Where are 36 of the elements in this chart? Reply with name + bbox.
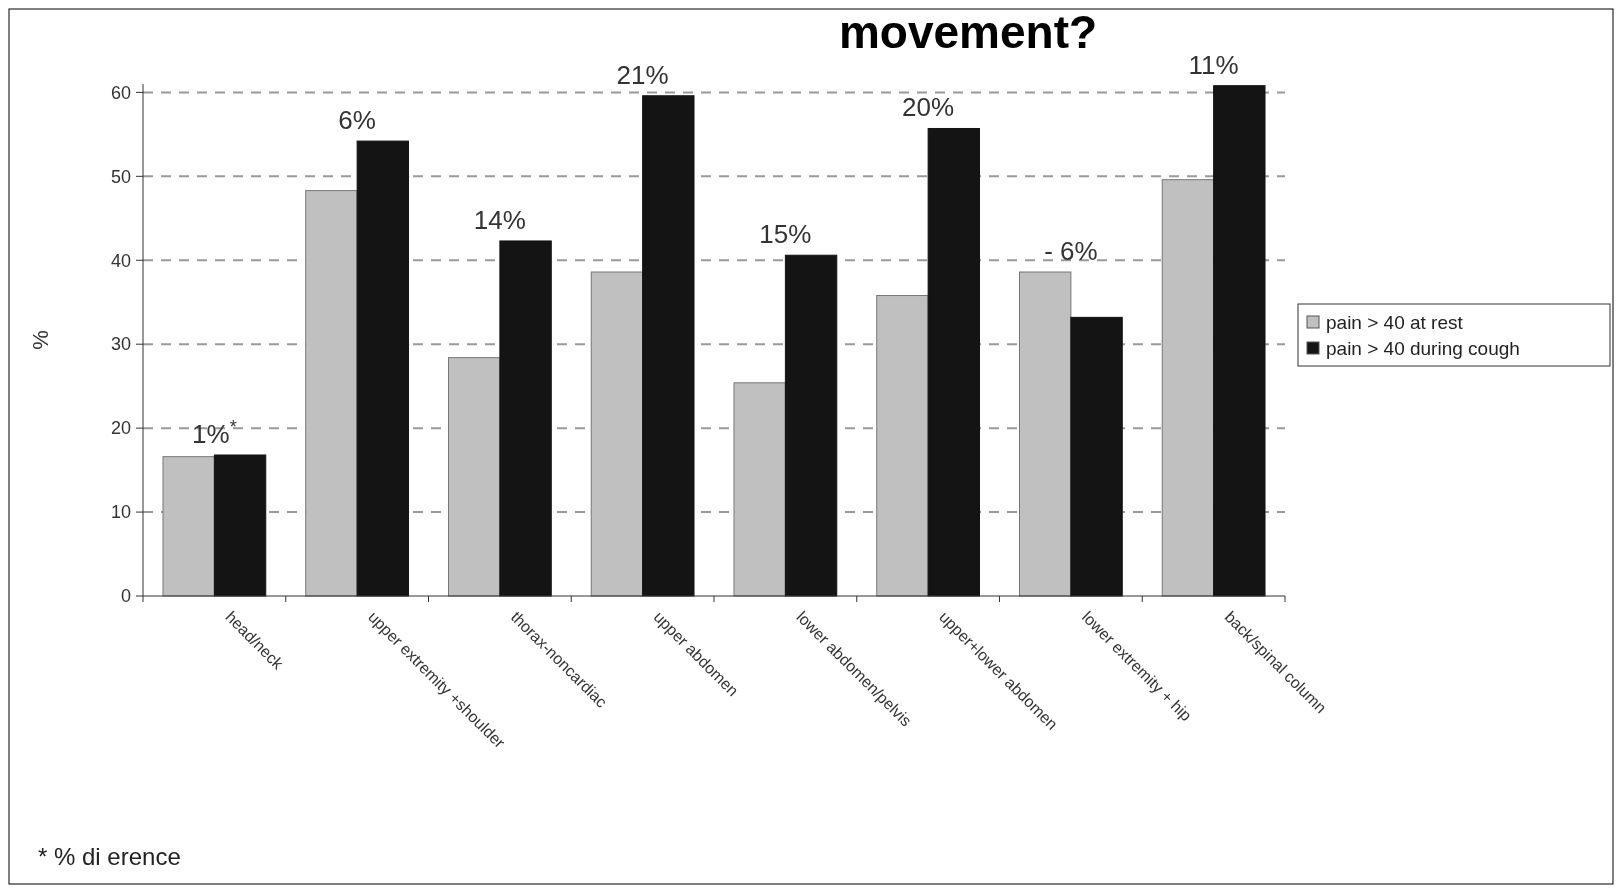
chart-title: movement? (838, 6, 1098, 58)
bar (499, 240, 552, 597)
y-tick-label: 0 (120, 586, 131, 607)
y-tick-label: 50 (110, 166, 131, 187)
annotation: 14% (473, 204, 526, 235)
y-tick-label: 40 (110, 250, 131, 271)
bar (213, 454, 267, 597)
text: * % di erence (38, 843, 181, 870)
bar (1018, 271, 1072, 597)
annotation: 20% (902, 92, 955, 123)
y-tick-label: 30 (110, 334, 131, 355)
y-tick-label: 20 (110, 418, 131, 439)
annotation: 1%$^{*}$ (192, 416, 237, 449)
bar (1070, 316, 1123, 597)
bar (1161, 179, 1215, 597)
bar (162, 456, 215, 597)
bar (927, 127, 981, 597)
bar (305, 190, 358, 597)
annotation: 15% (759, 219, 812, 250)
bar (784, 254, 838, 597)
legend-label: pain > 40 at rest (1326, 311, 1464, 333)
annotation: 6% (338, 105, 376, 136)
annotation: 21% (616, 59, 669, 90)
bar (590, 271, 644, 597)
bar (642, 95, 695, 597)
bar (447, 357, 501, 597)
bar (356, 140, 410, 597)
bar (876, 295, 929, 597)
y-axis-title: % (28, 330, 53, 350)
annotation: 11% (1188, 49, 1239, 80)
y-tick-label: 60 (110, 82, 131, 103)
y-tick-label: 10 (110, 502, 131, 523)
bar (733, 382, 786, 597)
annotation: - 6% (1044, 236, 1098, 267)
legend-label: pain > 40 during cough (1326, 337, 1520, 359)
bar (1213, 85, 1266, 597)
